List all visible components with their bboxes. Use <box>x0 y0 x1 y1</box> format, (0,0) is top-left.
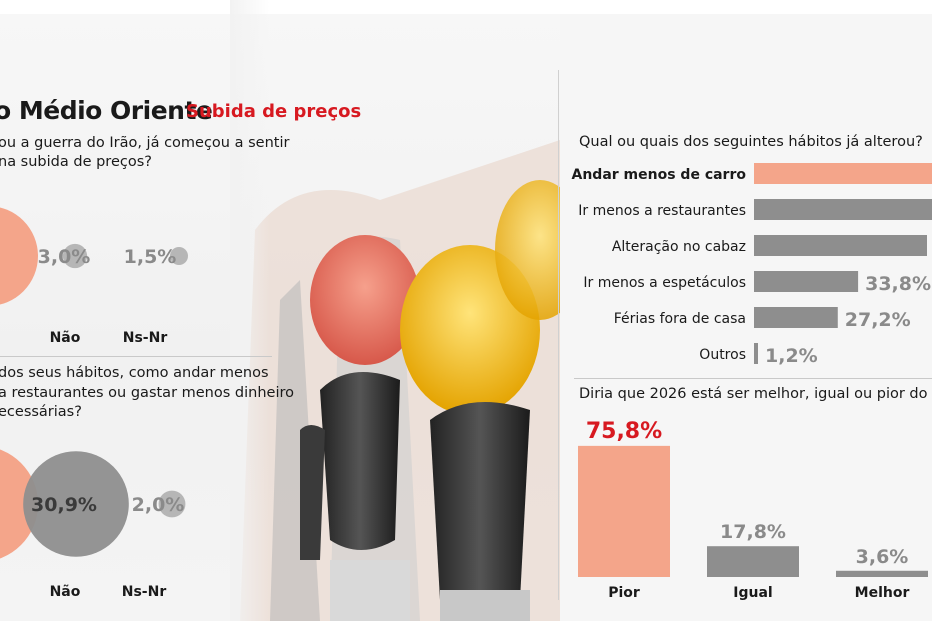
right-separator <box>574 378 932 379</box>
bar <box>836 570 928 577</box>
left-q2-line3: ecessárias? <box>0 404 82 420</box>
habits-bar-chart: Andar menos de carro Ir menos a restauran… <box>572 163 932 367</box>
bar-category-label: Ir menos a restaurantes <box>578 203 746 219</box>
fuel-nozzles-photo <box>230 0 560 621</box>
left-q2-line1: dos seus hábitos, como andar menos <box>0 365 269 381</box>
bubble-value-label: 2,0% <box>132 494 185 516</box>
bubble-category-label: Ns-Nr <box>122 584 167 600</box>
right-q1-question: Qual ou quais dos seguintes hábitos já a… <box>579 134 923 150</box>
bar-value-label: 75,8% <box>586 419 662 444</box>
bubble-yes <box>0 207 38 305</box>
bubble-yes <box>0 449 38 559</box>
bar-category-label: Pior <box>608 585 640 601</box>
bar <box>754 163 932 184</box>
page-title: o Médio Oriente <box>0 96 213 125</box>
left-separator <box>0 356 272 357</box>
bar-category-label: Férias fora de casa <box>614 311 746 327</box>
bar <box>754 235 927 256</box>
bar-category-label: Andar menos de carro <box>572 167 747 183</box>
bar <box>578 445 670 577</box>
year-comparison-bar-chart: 75,8% Pior 17,8% Igual 3,6% Melhor <box>578 419 928 601</box>
bubble-ns-nr <box>158 490 186 518</box>
bar-value-label: 17,8% <box>720 521 786 543</box>
bubble-category-label: Não <box>50 584 81 600</box>
bar <box>707 546 799 577</box>
left-q1-line1: ou a guerra do Irão, já começou a sentir <box>0 135 290 151</box>
bubble-value-label: 3,0% <box>38 246 91 268</box>
bar-value-label: 1,2% <box>765 345 818 367</box>
bar <box>754 343 758 364</box>
bubble-value-label: 30,9% <box>31 494 97 516</box>
left-q2-line2: a restaurantes ou gastar menos dinheiro <box>0 385 294 401</box>
bubble-category-label: Ns-Nr <box>123 330 168 346</box>
left-q1-line2: na subida de preços? <box>0 154 152 170</box>
right-q2-question: Diria que 2026 está ser melhor, igual ou… <box>579 386 932 402</box>
page-subtitle: Subida de preços <box>186 101 362 122</box>
bubble-value-label: 1,5% <box>124 246 177 268</box>
bubble-não <box>23 451 129 557</box>
bubble-category-label: Não <box>50 330 81 346</box>
bar-category-label: Igual <box>733 585 772 601</box>
bubble-não <box>62 243 88 269</box>
bar-category-label: Outros <box>699 347 746 363</box>
bar-category-label: Melhor <box>855 585 910 601</box>
bubble-ns-nr <box>170 247 188 265</box>
bar <box>754 271 859 292</box>
bar <box>754 199 932 220</box>
bar-value-label: 33,8% <box>865 273 931 295</box>
bar-category-label: Alteração no cabaz <box>612 239 746 255</box>
bar-category-label: Ir menos a espetáculos <box>583 275 746 291</box>
bar <box>754 307 838 328</box>
left-q2-bubble-chart: 30,9% Não 2,0% Ns-Nr <box>0 449 186 600</box>
left-q1-bubble-chart: 3,0% Não 1,5% Ns-Nr <box>0 207 188 346</box>
bar-value-label: 3,6% <box>856 546 909 568</box>
panel-divider <box>558 70 559 600</box>
bar-value-label: 27,2% <box>845 309 911 331</box>
